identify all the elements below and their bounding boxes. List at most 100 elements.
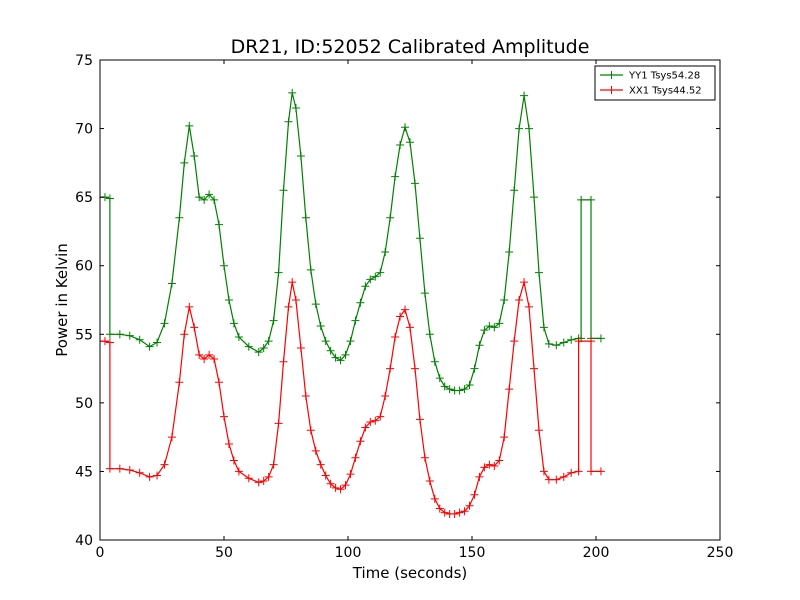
legend-label: YY1 Tsys54.28 [628,71,700,82]
data-point [371,272,380,281]
data-point [254,348,263,357]
data-point [351,453,360,462]
data-point [301,213,310,222]
data-point [105,330,114,339]
data-point [331,353,340,362]
data-point [420,289,429,298]
data-point [291,104,300,112]
data-point [229,319,238,328]
legend-marker [607,71,616,79]
data-point [495,319,504,328]
data-point [316,322,325,331]
data-point [574,337,583,346]
data-point [425,330,434,339]
data-point [284,302,293,311]
data-point [224,296,233,304]
data-point [215,378,224,387]
x-tick-label: 200 [583,545,610,561]
legend: YY1 Tsys54.28 XX1 Tsys44.52 [594,65,716,101]
data-point [259,344,268,352]
y-axis-label: Power in Kelvin [53,243,71,357]
data-point [510,186,519,195]
y-tick-label: 65 [75,190,93,206]
data-point [587,195,596,204]
data-point [490,323,499,332]
data-point [465,501,474,510]
data-point [190,152,199,160]
data-point [396,141,405,150]
data-point [435,374,444,383]
data-point [296,152,305,160]
data-point [500,296,509,304]
data-point [505,385,514,394]
data-point [321,337,330,346]
data-point [321,471,330,480]
data-point [391,333,400,342]
data-point [401,305,410,314]
data-point [415,415,424,424]
data-point [115,330,124,339]
data-point [480,326,489,335]
x-tick-label: 100 [335,545,362,561]
data-point [167,279,176,288]
data-point [264,337,273,346]
data-point [224,440,233,448]
legend-label: XX1 Tsys44.52 [629,86,702,97]
data-point [160,319,169,328]
data-point [279,357,288,366]
data-point [539,467,548,476]
data-point [500,433,509,442]
series-line [100,282,601,515]
data-point [195,350,204,359]
data-point [200,354,209,363]
data-point [559,338,568,347]
data-point [220,412,228,421]
data-point [205,350,214,359]
data-point [361,282,370,291]
data-point [259,477,268,486]
data-point [460,385,469,394]
y-tick-label: 50 [75,396,93,412]
data-point [596,467,605,476]
data-point [175,378,184,387]
data-point [115,464,124,473]
data-point [406,138,414,147]
data-point [284,117,293,126]
series-1 [100,278,605,518]
data-point [386,213,395,222]
data-point [269,460,278,469]
data-point [356,437,365,446]
y-tick-label: 45 [75,464,93,480]
data-point [135,468,144,477]
data-point [336,356,345,365]
data-point [567,335,576,344]
data-point [410,364,419,373]
data-point [587,467,596,476]
data-point [301,392,310,400]
data-point [210,195,219,204]
data-point [525,302,534,311]
data-point [215,220,224,229]
data-point [425,477,434,486]
data-point [341,481,350,490]
data-point [371,416,380,425]
data-point [145,342,154,351]
data-point [269,316,278,325]
data-point [351,316,360,325]
data-point [234,467,243,476]
data-point [552,341,561,350]
data-point [376,268,385,277]
data-point [306,426,315,435]
data-point [336,485,345,494]
data-point [539,323,548,332]
data-point [316,460,325,469]
data-point [288,278,297,287]
data-point [460,507,469,516]
data-point [406,323,414,332]
data-point [381,392,390,400]
data-point [430,494,439,503]
data-point [167,433,176,442]
data-point [505,248,514,256]
data-point [326,479,335,488]
x-axis-label: Time (seconds) [352,564,468,582]
